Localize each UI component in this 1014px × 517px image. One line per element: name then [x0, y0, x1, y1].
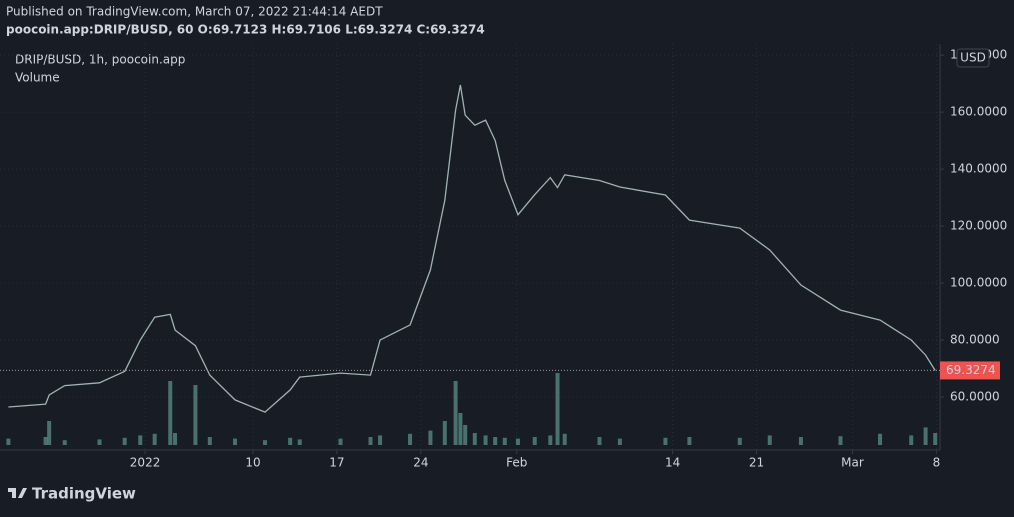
volume-bar: [878, 433, 883, 445]
volume-bar: [288, 437, 293, 445]
volume-bar: [453, 381, 458, 445]
volume-bar: [555, 373, 560, 445]
volume-bar: [493, 437, 498, 445]
x-tick-label: 21: [749, 456, 764, 470]
volume-bar: [368, 437, 373, 445]
legend-price: DRIP/BUSD, 1h, poocoin.app: [15, 53, 185, 67]
currency-box: [956, 48, 990, 68]
volume-bar: [62, 440, 67, 445]
volume-bar: [502, 437, 507, 445]
volume-bar: [458, 413, 463, 445]
x-tick-label: 17: [329, 456, 344, 470]
published-line: Published on TradingView.com, March 07, …: [6, 5, 383, 19]
volume-bar: [378, 435, 383, 445]
volume-bar: [909, 435, 914, 445]
volume-bar: [562, 433, 567, 445]
volume-bar: [297, 439, 302, 445]
volume-bar: [617, 438, 622, 445]
x-tick-label: 24: [413, 456, 428, 470]
volume-bar: [338, 438, 343, 445]
volume-bar: [737, 437, 742, 445]
volume-bar: [193, 385, 198, 445]
volume-bar: [933, 433, 938, 445]
y-tick-label: 60.0000: [950, 390, 1000, 404]
volume-bar: [923, 427, 928, 445]
volume-bar: [122, 437, 127, 445]
volume-bar: [663, 437, 668, 445]
y-tick-label: 140.0000: [950, 162, 1007, 176]
x-tick-label: 10: [245, 456, 260, 470]
x-tick-label: 2022: [130, 456, 161, 470]
volume-bar: [428, 430, 433, 445]
volume-bar: [442, 421, 447, 445]
legend-volume: Volume: [15, 71, 60, 85]
y-tick-label: 100.0000: [950, 276, 1007, 290]
y-tick-label: 160.0000: [950, 105, 1007, 119]
volume-bar: [262, 440, 267, 445]
symbol-line: poocoin.app:DRIP/BUSD, 60 O:69.7123 H:69…: [6, 23, 485, 37]
volume-bar: [43, 437, 48, 445]
volume-bar: [207, 437, 212, 445]
volume-bar: [168, 381, 173, 445]
y-tick-label: 120.0000: [950, 219, 1007, 233]
logo: TradingView: [8, 485, 136, 503]
volume-bar: [173, 433, 178, 445]
volume-bar: [483, 435, 488, 445]
price-line: [8, 84, 936, 413]
volume-bar: [687, 437, 692, 445]
volume-bar: [138, 435, 143, 445]
volume-bar: [152, 433, 157, 445]
volume-bar: [463, 425, 468, 445]
volume-bar: [472, 433, 477, 445]
volume-bar: [532, 437, 537, 445]
volume-bar: [97, 439, 102, 445]
volume-bar: [548, 435, 553, 445]
y-tick-label: 80.0000: [950, 333, 1000, 347]
volume-bar: [838, 436, 843, 445]
currency-label: USD: [960, 51, 986, 65]
volume-bar: [515, 438, 520, 445]
volume-bar: [597, 437, 602, 445]
brand: TradingView: [32, 485, 136, 503]
last-price-label: 69.3274: [946, 363, 996, 377]
x-tick-label: 14: [665, 456, 680, 470]
x-tick-label: 8: [933, 456, 941, 470]
last-price-box: [940, 361, 1000, 380]
volume-bar: [408, 433, 413, 445]
logo-icon: [8, 488, 27, 498]
x-tick-label: Feb: [506, 456, 527, 470]
volume-bar: [233, 438, 237, 445]
volume-bar: [6, 438, 11, 445]
volume-bar: [798, 437, 803, 445]
volume-bar: [47, 421, 52, 445]
x-tick-label: Mar: [841, 456, 864, 470]
volume-bar: [767, 435, 772, 445]
